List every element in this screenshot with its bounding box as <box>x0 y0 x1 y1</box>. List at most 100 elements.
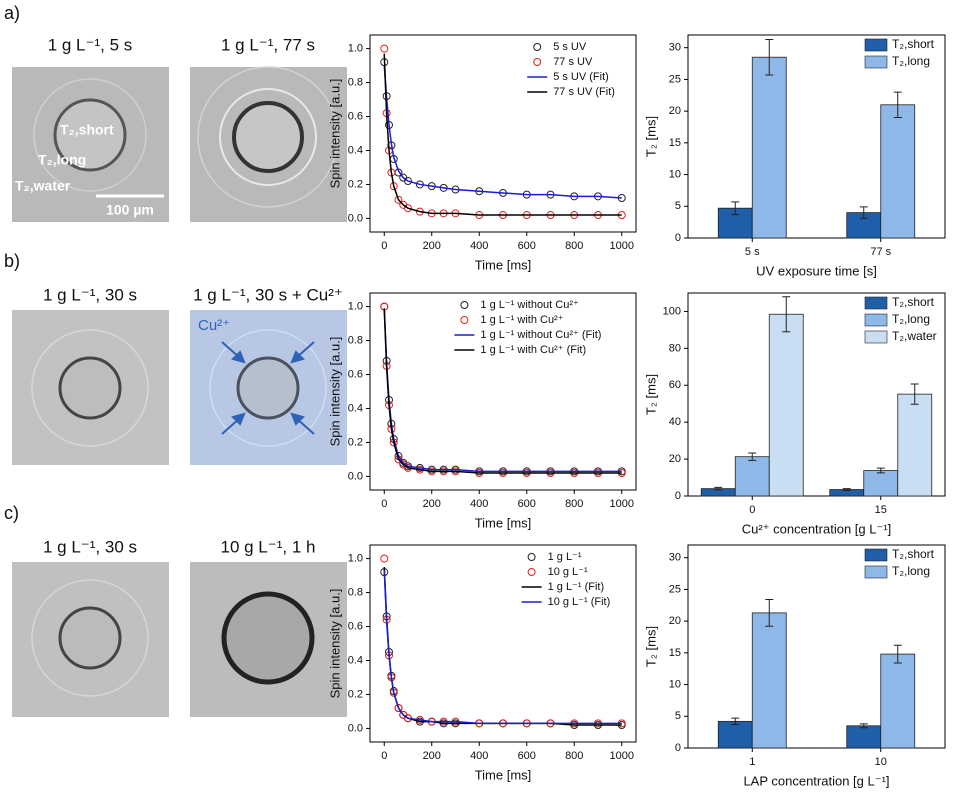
image-caption: 1 g L⁻¹, 30 s <box>43 537 137 556</box>
core <box>232 101 304 173</box>
x-axis-title: Time [ms] <box>475 767 532 782</box>
x-tick-label: 200 <box>423 750 441 762</box>
y-tick-label: 1.0 <box>348 42 363 54</box>
legend-marker <box>533 43 542 51</box>
x-tick-label: 800 <box>565 240 583 252</box>
plot-frame <box>687 292 946 497</box>
x-tick-label: 0 <box>749 504 755 516</box>
error-bar <box>842 488 851 491</box>
y-tick-label: 0 <box>675 742 681 754</box>
y-tick-label: 0.4 <box>348 144 363 156</box>
shell <box>31 329 149 447</box>
chart: 0 5 10 15 20 25 30 1 10 LAP concentration [g L⁻¹]… <box>643 544 946 788</box>
error-bar <box>910 383 919 405</box>
bar <box>717 720 753 749</box>
legend-label: 1 g L⁻¹ without Cu²⁺ <box>480 299 579 311</box>
row-c: c) 1 g L⁻¹, 30 s 10 g L⁻¹, 1 h <box>4 503 347 717</box>
y-axis-title: Spin intensity [a.u.] <box>327 589 342 699</box>
x-tick-label: 15 <box>875 504 887 516</box>
plot-frame <box>369 292 637 491</box>
image-caption: 1 g L⁻¹, 5 s <box>48 35 133 54</box>
y-axis-title: T₂ [ms] <box>643 626 658 667</box>
y-tick-label: 0.6 <box>348 620 363 632</box>
y-axis-title: Spin intensity [a.u.] <box>327 337 342 447</box>
y-tick-label: 25 <box>669 583 681 595</box>
core <box>58 606 122 670</box>
x-tick-label: 600 <box>518 498 536 510</box>
plot-frame <box>687 544 946 749</box>
legend-label: 77 s UV <box>553 56 593 68</box>
y-tick-label: 5 <box>675 200 681 212</box>
bar <box>880 104 916 239</box>
arrows <box>221 341 315 435</box>
y-tick-label: 15 <box>669 647 681 659</box>
x-tick-label: 400 <box>470 240 488 252</box>
legend-label: 1 g L⁻¹ <box>548 551 582 563</box>
legend-marker <box>527 553 536 561</box>
fit-line <box>383 65 622 199</box>
chart: 0 20 40 60 80 100 0 15 Cu²⁺ concentration [g L⁻¹… <box>643 292 946 536</box>
error-bar <box>893 91 902 118</box>
image-caption: 10 g L⁻¹, 1 h <box>221 537 316 556</box>
bar <box>880 653 916 749</box>
x-tick-label: 400 <box>470 498 488 510</box>
y-tick-label: 0.4 <box>348 654 363 666</box>
image-caption: 1 g L⁻¹, 77 s <box>221 35 315 54</box>
legend-swatch <box>864 548 888 562</box>
shell <box>33 78 147 192</box>
legend-swatch <box>864 313 888 327</box>
plot-frame <box>369 34 637 233</box>
error-bar <box>876 467 885 474</box>
x-tick-label: 1 <box>749 756 755 768</box>
annotation: T₂,water <box>15 178 71 194</box>
y-tick-label: 1.0 <box>348 552 363 564</box>
bar <box>734 456 770 497</box>
plot-frame <box>687 34 946 239</box>
y-tick-label: 0.0 <box>348 722 363 734</box>
y-tick-label: 0.8 <box>348 586 363 598</box>
data-point <box>404 204 412 213</box>
x-tick-label: 800 <box>565 498 583 510</box>
core <box>58 356 122 420</box>
panel-label: b) <box>4 251 20 271</box>
error-bar <box>765 38 774 76</box>
image-caption: 1 g L⁻¹, 30 s <box>43 285 137 304</box>
legend-swatch <box>864 38 888 52</box>
error-bar <box>748 452 757 461</box>
annotation: Cu²⁺ <box>198 317 230 334</box>
error-bar <box>859 206 868 219</box>
fit-line <box>383 308 622 474</box>
y-tick-label: 0.2 <box>348 178 363 190</box>
legend-label: T₂,short <box>892 37 935 51</box>
y-tick-label: 30 <box>669 42 681 54</box>
legend-label: T₂,long <box>892 564 930 578</box>
shell <box>197 66 339 208</box>
y-tick-label: 15 <box>669 137 681 149</box>
data-point <box>394 195 403 204</box>
shell <box>209 329 327 447</box>
x-axis-title: LAP concentration [g L⁻¹] <box>743 773 889 788</box>
y-tick-label: 0.2 <box>348 688 363 700</box>
legend-swatch <box>864 55 888 69</box>
chart: 0 200 400 600 800 1000 0.0 0.2 0.4 0.6 0.8 1.0 Time … <box>327 34 637 272</box>
y-tick-label: 0.4 <box>348 402 363 414</box>
legend-label: T₂,long <box>892 312 930 326</box>
y-tick-label: 20 <box>669 105 681 117</box>
panel-label: a) <box>4 3 20 23</box>
y-tick-label: 0.6 <box>348 368 363 380</box>
legend-label: T₂,water <box>892 329 937 343</box>
bar <box>863 470 899 497</box>
row-a: a) 1 g L⁻¹, 5 s 1 g L⁻¹, 77 s T₂,short T… <box>4 3 347 222</box>
x-tick-label: 400 <box>470 750 488 762</box>
legend-marker <box>527 568 536 576</box>
error-bar <box>859 723 868 729</box>
legend-label: 77 s UV (Fit) <box>553 86 615 98</box>
legend-label: 5 s UV <box>553 41 587 53</box>
legend-swatch <box>864 565 888 579</box>
annotation: T₂,long <box>38 152 86 168</box>
legend-label: 1 g L⁻¹ with Cu²⁺ (Fit) <box>480 344 586 356</box>
x-tick-label: 0 <box>381 750 387 762</box>
y-axis-title: T₂ [ms] <box>643 116 658 157</box>
y-axis-title: Spin intensity [a.u.] <box>327 79 342 189</box>
